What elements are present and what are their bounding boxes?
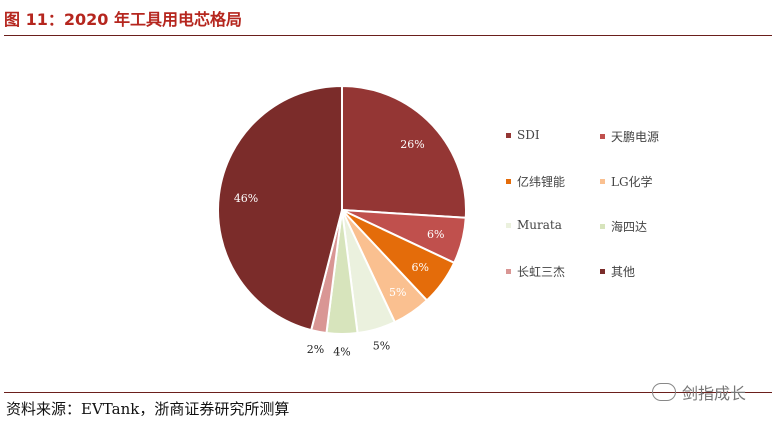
- legend-label: LG化学: [611, 175, 653, 189]
- slice-label-1: 6%: [427, 228, 444, 241]
- legend-item: Murata: [506, 218, 562, 232]
- slice-label-7: 46%: [234, 192, 258, 205]
- slice-label-6: 2%: [307, 343, 324, 356]
- legend-swatch: [506, 269, 511, 274]
- legend-label: SDI: [517, 128, 540, 142]
- slice-label-4: 5%: [373, 340, 390, 353]
- legend-item: LG化学: [600, 173, 653, 190]
- wechat-icon: [652, 383, 676, 401]
- legend-label: 天鹏电源: [611, 130, 660, 144]
- legend-swatch: [506, 222, 511, 228]
- legend-item: 亿纬锂能: [506, 173, 565, 190]
- title-rule: [4, 35, 772, 36]
- slice-label-2: 6%: [412, 261, 429, 274]
- legend-swatch: [600, 134, 605, 139]
- legend-item: 天鹏电源: [600, 128, 659, 145]
- pie-slice-7: [217, 84, 343, 332]
- legend-swatch: [600, 269, 605, 274]
- slice-label-3: 5%: [389, 286, 406, 299]
- pie-chart: 26% 6% 6% 5% 5% 4% 2% 46%: [217, 84, 467, 358]
- legend-label: Murata: [517, 218, 562, 232]
- footer-rule: [4, 392, 772, 393]
- pie-slice-0: [341, 84, 467, 219]
- legend-item: 海四达: [600, 218, 647, 235]
- slice-label-0: 26%: [400, 138, 424, 151]
- watermark-text: 剑指成长: [682, 384, 747, 403]
- legend-swatch: [506, 132, 511, 138]
- legend-item: 其他: [600, 263, 635, 280]
- legend-swatch: [600, 179, 605, 184]
- watermark: 剑指成长: [652, 380, 746, 404]
- legend-label: 其他: [611, 265, 636, 279]
- figure-title: 图 11：2020 年工具用电芯格局: [4, 10, 242, 29]
- legend-item: SDI: [506, 128, 540, 142]
- legend-swatch: [600, 224, 605, 229]
- slice-label-5: 4%: [333, 345, 350, 358]
- legend-label: 长虹三杰: [517, 265, 566, 279]
- legend-label: 海四达: [611, 220, 648, 234]
- source-note: 资料来源：EVTank，浙商证券研究所测算: [6, 400, 290, 418]
- legend-item: 长虹三杰: [506, 263, 565, 280]
- legend-label: 亿纬锂能: [517, 175, 566, 189]
- legend-swatch: [506, 179, 511, 184]
